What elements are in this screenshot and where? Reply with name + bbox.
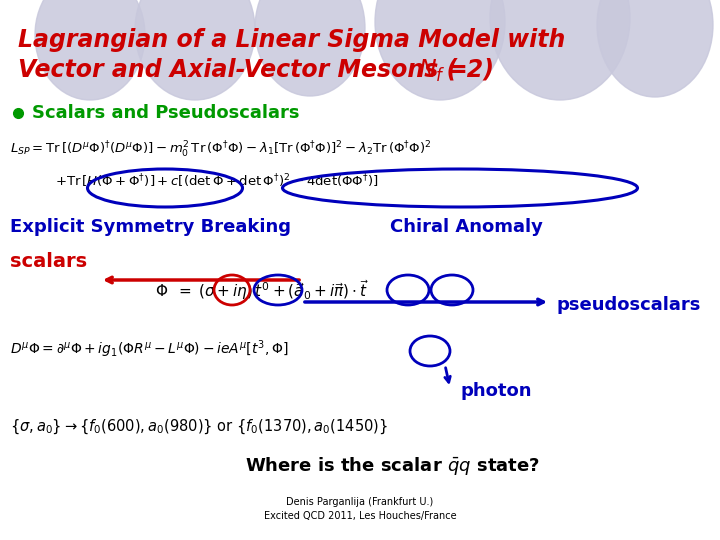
Ellipse shape — [255, 0, 365, 96]
Text: $+\mathrm{Tr}\,[H(\Phi+\Phi^{\dagger})] + c[(\det\Phi + \det\Phi^{\dagger})^2 - : $+\mathrm{Tr}\,[H(\Phi+\Phi^{\dagger})] … — [55, 172, 379, 190]
Text: Denis Parganlija (Frankfurt U.): Denis Parganlija (Frankfurt U.) — [287, 497, 433, 507]
Text: Where is the scalar $\bar{q}q$ state?: Where is the scalar $\bar{q}q$ state? — [245, 455, 540, 477]
Text: $L_{SP} = \mathrm{Tr}\,[(D^{\mu}\Phi)^{\dagger}(D^{\mu}\Phi)] - m_0^2\,\mathrm{T: $L_{SP} = \mathrm{Tr}\,[(D^{\mu}\Phi)^{\… — [10, 140, 431, 160]
Text: photon: photon — [460, 382, 531, 400]
Text: scalars: scalars — [10, 252, 87, 271]
Text: $\Phi\;\; = \;(\sigma + i\eta)\,t^0 + (\vec{a}_0 + i\vec{\pi})\cdot\vec{t}$: $\Phi\;\; = \;(\sigma + i\eta)\,t^0 + (\… — [155, 278, 369, 302]
Ellipse shape — [597, 0, 713, 97]
Text: Vector and Axial-Vector Mesons (: Vector and Axial-Vector Mesons ( — [18, 58, 457, 82]
Ellipse shape — [375, 0, 505, 100]
Text: Excited QCD 2011, Les Houches/France: Excited QCD 2011, Les Houches/France — [264, 511, 456, 521]
Ellipse shape — [35, 0, 145, 100]
Text: $\it{N}_f$: $\it{N}_f$ — [418, 58, 446, 84]
Text: =2): =2) — [448, 58, 495, 82]
Text: Lagrangian of a Linear Sigma Model with: Lagrangian of a Linear Sigma Model with — [18, 28, 565, 52]
Ellipse shape — [135, 0, 255, 100]
Text: $D^{\mu}\Phi = \partial^{\mu}\Phi + ig_1(\Phi R^{\mu} - L^{\mu}\Phi) - ieA^{\mu}: $D^{\mu}\Phi = \partial^{\mu}\Phi + ig_1… — [10, 338, 289, 360]
Text: $\{\sigma, a_0\} \rightarrow \{f_0(600), a_0(980)\}$ or $\{f_0(1370), a_0(1450)\: $\{\sigma, a_0\} \rightarrow \{f_0(600),… — [10, 418, 388, 436]
Ellipse shape — [490, 0, 630, 100]
Text: Chiral Anomaly: Chiral Anomaly — [390, 218, 543, 236]
Text: Explicit Symmetry Breaking: Explicit Symmetry Breaking — [10, 218, 291, 236]
Text: pseudoscalars: pseudoscalars — [556, 296, 701, 314]
Text: Scalars and Pseudoscalars: Scalars and Pseudoscalars — [32, 104, 300, 122]
